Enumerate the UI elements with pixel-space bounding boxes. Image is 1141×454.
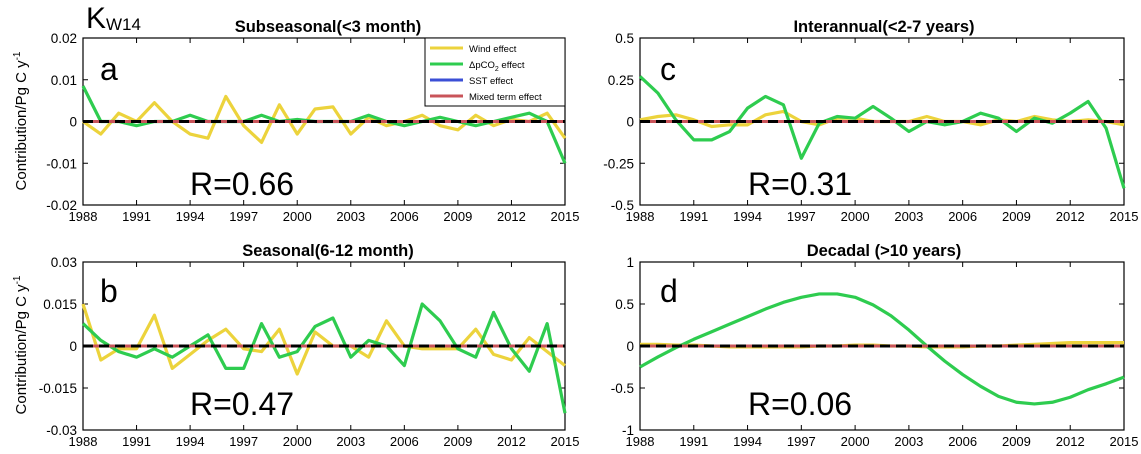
x-tick-label: 2003 <box>336 209 365 224</box>
x-tick-label: 1994 <box>176 434 205 449</box>
x-tick-label: 2009 <box>1002 209 1031 224</box>
x-tick-label: 1997 <box>787 209 816 224</box>
panel-title: Subseasonal(<3 month) <box>235 18 422 36</box>
x-tick-label: 2006 <box>948 209 977 224</box>
y-tick-label: -0.02 <box>46 198 77 213</box>
x-tick-label: 1991 <box>122 434 151 449</box>
panel-letter: a <box>100 51 118 87</box>
y-tick-label: 0.03 <box>51 255 77 270</box>
x-tick-label: 1997 <box>229 209 258 224</box>
legend-entry: Wind effect <box>469 44 517 55</box>
y-tick-label: 0.25 <box>608 73 634 88</box>
figure-label-main: K <box>86 2 107 35</box>
figure-label-sub: W14 <box>106 15 141 34</box>
x-tick-label: 2015 <box>551 434 580 449</box>
panel-letter: d <box>660 273 678 309</box>
x-tick-label: 2009 <box>1002 434 1031 449</box>
x-tick-label: 2012 <box>1056 209 1085 224</box>
panel-letter: c <box>660 51 676 87</box>
y-tick-label: -0.5 <box>611 198 634 213</box>
y-axis-label: Contribution/Pg C y-1 <box>12 275 30 414</box>
r-label: R=0.31 <box>748 166 852 202</box>
x-tick-label: 1991 <box>679 209 708 224</box>
series-line-1 <box>639 292 1125 406</box>
y-tick-label: 1 <box>626 255 634 270</box>
y-tick-label: -0.01 <box>46 156 77 171</box>
figure-label: KW14 <box>86 2 141 36</box>
panel-d: 1988 1991 1994 1997 2000 2003 2006 2009 2012 2015… <box>611 242 1139 449</box>
series-line-1 <box>81 302 567 414</box>
y-tick-label: 0.015 <box>43 297 77 312</box>
x-tick-label: 2003 <box>894 209 923 224</box>
r-label: R=0.47 <box>190 386 294 422</box>
legend-entry: Mixed term effect <box>469 92 542 103</box>
y-axis-label: Contribution/Pg C y-1 <box>12 51 30 190</box>
y-tick-label: -1 <box>622 423 634 438</box>
x-tick-label: 2009 <box>443 209 472 224</box>
panel-b: 1988 1991 1994 1997 2000 2003 2006 2009 2012 2015… <box>39 242 580 449</box>
legend-entry: SST effect <box>469 76 513 87</box>
x-tick-label: 1991 <box>122 209 151 224</box>
y-tick-label: 0 <box>626 339 634 354</box>
y-tick-label: -0.25 <box>603 156 634 171</box>
series-line-0 <box>81 303 566 376</box>
panel-letter: b <box>100 273 118 309</box>
r-label: R=0.06 <box>748 386 852 422</box>
x-tick-label: 2000 <box>841 209 870 224</box>
x-tick-label: 1991 <box>679 434 708 449</box>
y-tick-label: -0.015 <box>39 381 77 396</box>
panel-c: 1988 1991 1994 1997 2000 2003 2006 2009 2012 2015… <box>603 18 1138 224</box>
x-tick-label: 2015 <box>1110 209 1139 224</box>
x-tick-label: 2000 <box>283 434 312 449</box>
panel-title: Seasonal(6-12 month) <box>242 242 413 260</box>
x-tick-label: 1988 <box>69 434 98 449</box>
x-tick-label: 1997 <box>787 434 816 449</box>
y-tick-label: 0.5 <box>615 31 634 46</box>
x-tick-label: 2003 <box>894 434 923 449</box>
x-tick-label: 1988 <box>69 209 98 224</box>
x-tick-label: 2012 <box>497 209 526 224</box>
y-tick-label: -0.5 <box>611 381 634 396</box>
y-tick-label: 0 <box>626 115 634 130</box>
y-tick-label: -0.03 <box>46 423 77 438</box>
panel-title: Interannual(<2-7 years) <box>793 18 974 36</box>
x-tick-label: 1994 <box>733 434 762 449</box>
x-tick-label: 2006 <box>948 434 977 449</box>
y-tick-label: 0.02 <box>51 31 77 46</box>
x-tick-label: 2006 <box>390 209 419 224</box>
x-tick-label: 2000 <box>841 434 870 449</box>
y-tick-label: 0 <box>69 339 77 354</box>
r-label: R=0.66 <box>190 166 294 202</box>
panel-title: Decadal (>10 years) <box>807 242 962 260</box>
legend-entry: ΔpCO2 effect <box>469 60 525 73</box>
x-tick-label: 1994 <box>176 209 205 224</box>
x-tick-label: 2006 <box>390 434 419 449</box>
x-tick-label: 2015 <box>1110 434 1139 449</box>
x-tick-label: 1994 <box>733 209 762 224</box>
y-tick-label: 0.5 <box>615 297 634 312</box>
x-tick-label: 2000 <box>283 209 312 224</box>
x-tick-label: 2015 <box>551 209 580 224</box>
y-tick-label: 0.01 <box>51 73 77 88</box>
x-tick-label: 2009 <box>443 434 472 449</box>
y-tick-label: 0 <box>69 115 77 130</box>
x-tick-label: 1988 <box>626 434 655 449</box>
x-tick-label: 2012 <box>497 434 526 449</box>
legend: Wind effect ΔpCO2 effect SST effect Mixed t… <box>424 37 566 107</box>
x-tick-label: 1997 <box>229 434 258 449</box>
x-tick-label: 1988 <box>626 209 655 224</box>
x-tick-label: 2012 <box>1056 434 1085 449</box>
x-tick-label: 2003 <box>336 434 365 449</box>
